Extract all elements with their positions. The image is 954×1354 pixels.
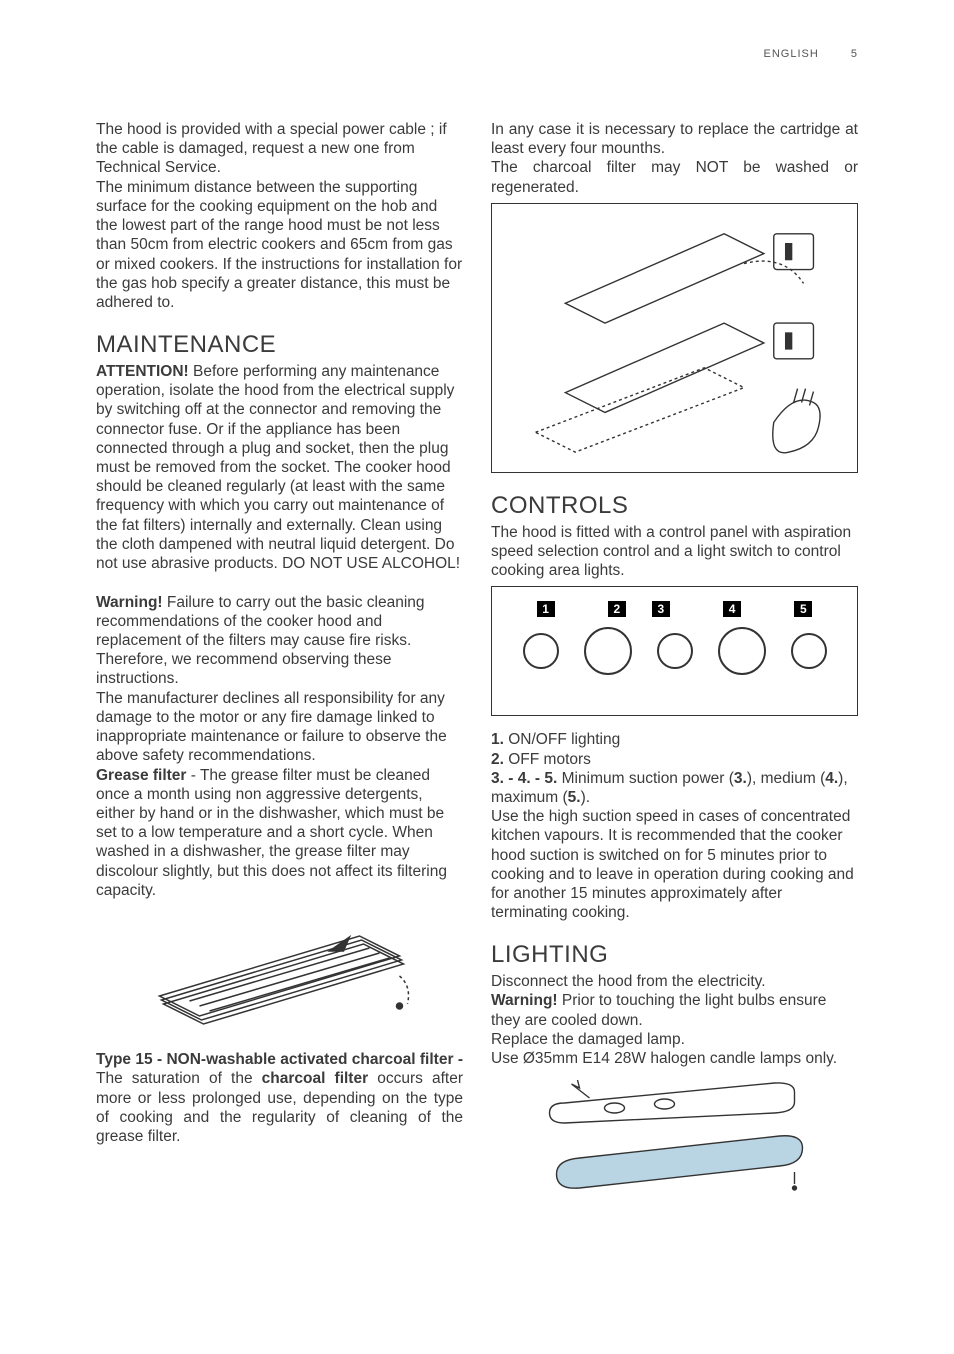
page-number: 5 — [851, 48, 858, 60]
ctrl-3-e: 4. — [825, 770, 838, 787]
knob-icon — [718, 627, 766, 675]
controls-figure: 1 2 3 4 5 — [491, 586, 858, 716]
controls-list: 1. ON/OFF lighting 2. OFF motors 3. - 4.… — [491, 730, 858, 807]
lighting-heading: LIGHTING — [491, 940, 858, 970]
grease-filter-label: Grease filter — [96, 767, 186, 784]
ctrl-3-c: 3. — [734, 770, 747, 787]
ctrl-label-5: 5 — [794, 601, 812, 617]
knob-icon — [523, 633, 559, 669]
ctrl-label-1: 1 — [537, 601, 555, 617]
lamp-figure — [491, 1068, 858, 1208]
language-label: ENGLISH — [764, 48, 819, 60]
knob-icon — [584, 627, 632, 675]
warning-label: Warning! — [96, 594, 163, 611]
ctrl-3-d: ), medium ( — [747, 770, 825, 787]
ctrl-3-g: 5. — [568, 789, 581, 806]
ctrl-label-2: 2 — [608, 601, 626, 617]
grease-filter-figure — [96, 906, 463, 1036]
maintenance-heading: MAINTENANCE — [96, 330, 463, 360]
ctrl-2-num: 2. — [491, 751, 504, 768]
lighting-replace: Replace the damaged lamp. — [491, 1030, 858, 1049]
ctrl-label-4: 4 — [723, 601, 741, 617]
ctrl-1-text: ON/OFF lighting — [504, 731, 620, 748]
grease-filter-body: - The grease filter must be cleaned once… — [96, 767, 447, 899]
type15-label-c: charcoal filter — [262, 1070, 368, 1087]
ctrl-2-text: OFF motors — [504, 751, 591, 768]
type15-label-a: Type 15 - NON-washable activated charcoa… — [96, 1051, 463, 1068]
attention-label: ATTENTION! — [96, 363, 189, 380]
page: ENGLISH 5 The hood is provided with a sp… — [0, 0, 954, 1354]
ctrl-1-num: 1. — [491, 731, 504, 748]
left-column: The hood is provided with a special powe… — [96, 120, 463, 1208]
charcoal-filter-figure — [491, 203, 858, 473]
two-column-layout: The hood is provided with a special powe… — [96, 120, 858, 1208]
lighting-warning: Warning! Prior to touching the light bul… — [491, 991, 858, 1029]
page-header: ENGLISH 5 — [764, 48, 858, 60]
warning-body: Failure to carry out the basic cleaning … — [96, 594, 447, 765]
ctrl-3-num: 3. - 4. - 5. — [491, 770, 557, 787]
grease-filter-icon — [96, 906, 463, 1036]
lighting-disconnect: Disconnect the hood from the electricity… — [491, 972, 858, 991]
lighting-warning-label: Warning! — [491, 992, 558, 1009]
cartridge-paragraph: In any case it is necessary to replace t… — [491, 120, 858, 197]
lighting-spec: Use Ø35mm E14 28W halogen candle lamps o… — [491, 1049, 858, 1068]
knob-icon — [657, 633, 693, 669]
warning-paragraph: Warning! Failure to carry out the basic … — [96, 573, 463, 765]
controls-body: Use the high suction speed in cases of c… — [491, 807, 858, 922]
attention-body: Before performing any maintenance operat… — [96, 363, 460, 572]
right-column: In any case it is necessary to replace t… — [491, 120, 858, 1208]
lamp-icon — [491, 1068, 858, 1208]
ctrl-3-h: ). — [581, 789, 590, 806]
controls-intro: The hood is fitted with a control panel … — [491, 523, 858, 581]
control-knobs — [510, 627, 839, 675]
knob-icon — [791, 633, 827, 669]
ctrl-3-b: Minimum suction power ( — [557, 770, 734, 787]
controls-heading: CONTROLS — [491, 491, 858, 521]
ctrl-label-3: 3 — [652, 601, 670, 617]
control-number-labels: 1 2 3 4 5 — [510, 601, 839, 617]
charcoal-filter-paragraph: Type 15 - NON-washable activated charcoa… — [96, 1050, 463, 1146]
grease-filter-paragraph: Grease filter - The grease filter must b… — [96, 766, 463, 901]
type15-body-b: The saturation of the — [96, 1070, 262, 1087]
charcoal-filter-icon — [492, 204, 857, 472]
attention-paragraph: ATTENTION! Before performing any mainten… — [96, 362, 463, 573]
intro-paragraph: The hood is provided with a special powe… — [96, 120, 463, 312]
